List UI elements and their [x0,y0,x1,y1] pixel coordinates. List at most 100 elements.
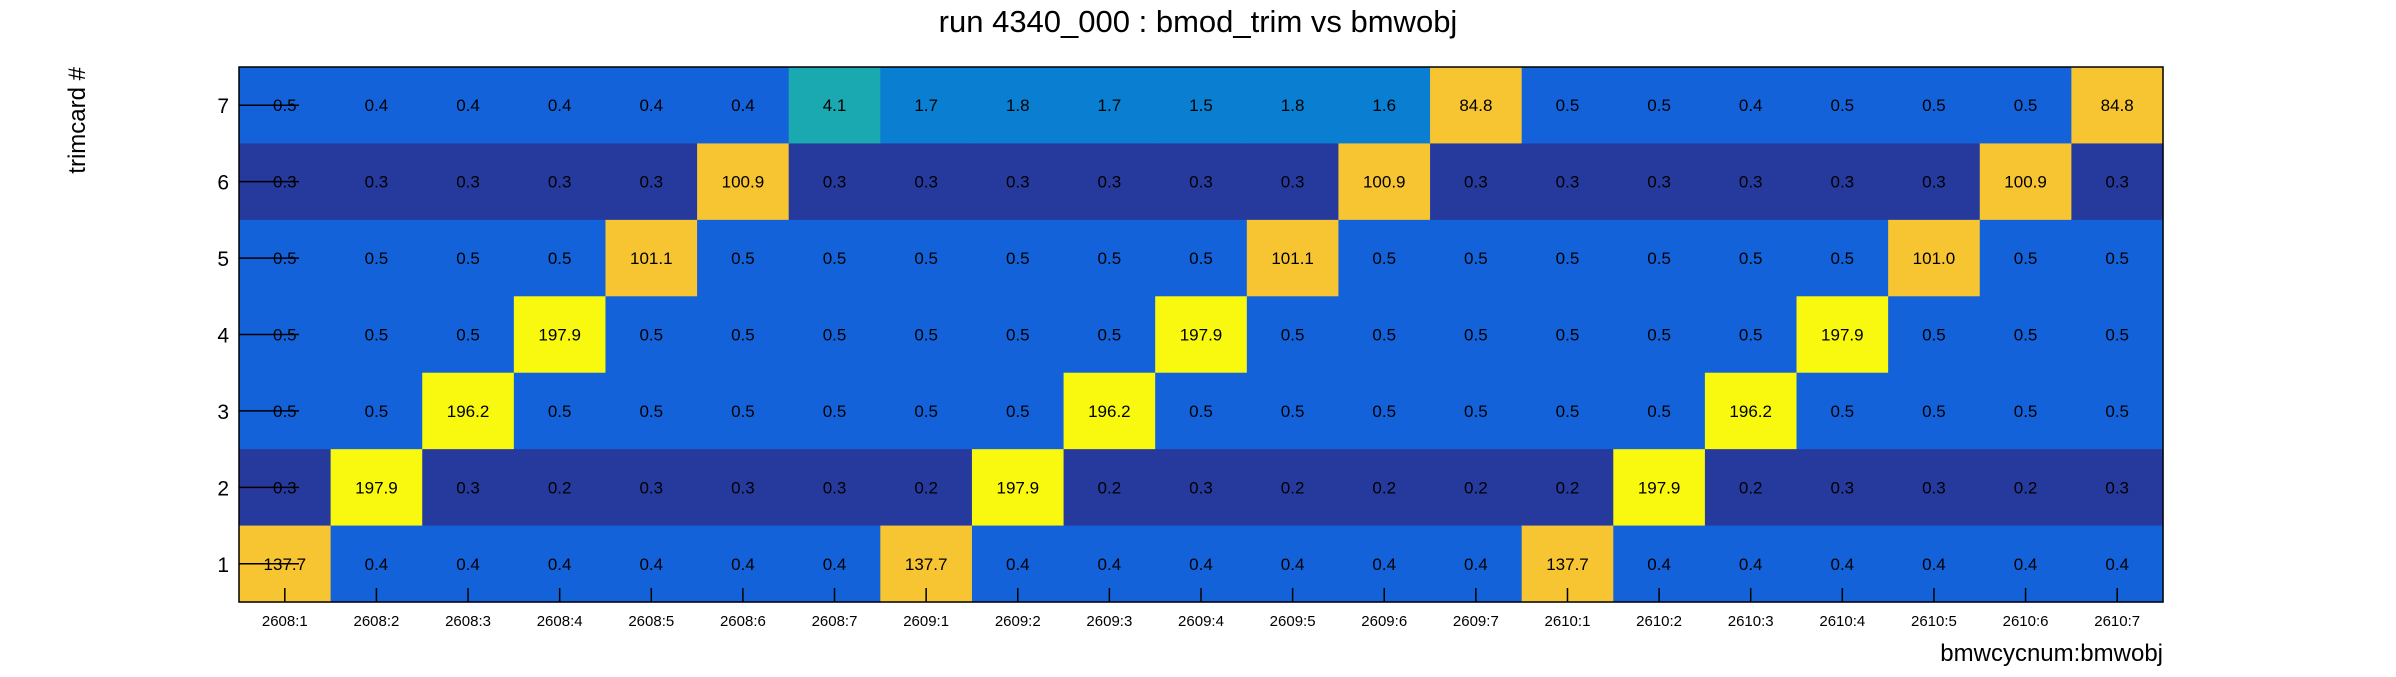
cell-label: 0.5 [1739,249,1763,268]
heatmap-cell [422,372,515,450]
cell-label: 0.5 [365,402,389,421]
cell-label: 196.2 [447,402,490,421]
cell-label: 0.3 [456,173,480,192]
y-tick-label: 3 [217,401,229,424]
cell-label: 1.7 [1098,96,1122,115]
heatmap-cell [1796,449,1889,527]
heatmap-cell [1246,449,1340,527]
heatmap-cell [513,296,607,374]
cell-label: 1.6 [1372,96,1396,115]
heatmap-cell [788,296,881,374]
cell-label: 196.2 [1729,402,1772,421]
cell-label: 1.5 [1189,96,1213,115]
cell-label: 0.2 [548,478,572,497]
heatmap-cell [1430,296,1523,374]
x-tick-label: 2610:2 [1636,613,1682,630]
y-axis: 7 6 5 4 3 2 1 [217,95,299,577]
cell-label: 0.2 [1372,478,1396,497]
heatmap-cell [1155,67,1248,145]
x-tick-label: 2610:5 [1911,613,1957,630]
cell-label: 197.9 [996,478,1039,497]
cell-label: 1.8 [1006,96,1030,115]
heatmap-cell [1063,372,1156,450]
heatmap-cell [1063,296,1156,374]
x-axis: 2608:1 2608:2 2608:3 2608:4 2608:5 2608:6 2608… [262,588,2140,630]
cell-label: 0.5 [1922,326,1946,345]
heatmap-cell [880,143,973,221]
cell-label: 0.5 [1372,402,1396,421]
heatmap-cell [1430,67,1523,145]
heatmap-cell [1613,219,1706,297]
heatmap-cell [697,219,790,297]
heatmap-cell [1613,67,1706,145]
heatmap-cell [1155,372,1248,450]
cell-label: 1.8 [1281,96,1305,115]
heatmap-cell [1063,67,1156,145]
x-tick-label: 2608:3 [445,613,491,630]
heatmap-cell [1430,372,1523,450]
cell-label: 0.5 [731,402,755,421]
heatmap-cell [330,449,423,527]
cell-label: 0.5 [2014,402,2038,421]
cell-label: 101.1 [630,249,673,268]
cell-label: 0.4 [1739,96,1763,115]
heatmap-cell [513,143,607,221]
heatmap-cell [1430,449,1523,527]
cell-label: 197.9 [538,326,581,345]
heatmap-cell [330,143,423,221]
cell-label: 0.3 [1647,173,1671,192]
cell-label: 137.7 [1546,555,1589,574]
heatmap-cell [971,143,1065,221]
heatmap-cell [788,67,881,145]
heatmap-cell [971,67,1065,145]
cell-label: 0.5 [731,326,755,345]
heatmap-cell [1979,296,2072,374]
cell-label: 1.7 [914,96,938,115]
cell-label: 0.5 [1647,249,1671,268]
cell-label: 0.3 [1922,478,1946,497]
x-tick-label: 2609:3 [1086,613,1132,630]
cell-label: 0.3 [914,173,938,192]
x-tick-label: 2610:4 [1819,613,1865,630]
cell-label: 0.5 [823,249,847,268]
cell-label: 0.3 [1831,173,1855,192]
x-tick-label: 2610:1 [1545,613,1591,630]
heatmap-cell [2071,67,2164,145]
heatmap-cell [697,449,790,527]
cell-label: 0.5 [456,249,480,268]
heatmap-cell [330,296,423,374]
heatmap-cell [697,67,790,145]
cell-label: 0.5 [1006,326,1030,345]
cell-label: 0.4 [1372,555,1396,574]
x-tick-label: 2608:6 [720,613,766,630]
x-tick-label: 2609:5 [1270,613,1316,630]
cell-label: 0.5 [823,402,847,421]
heatmap-cell [1246,372,1340,450]
heatmap-cell [971,449,1065,527]
cell-label: 0.3 [1922,173,1946,192]
heatmap-cell [1521,449,1614,527]
cell-label: 0.5 [1556,96,1580,115]
cell-label: 0.4 [639,555,663,574]
cell-label: 0.5 [914,402,938,421]
cell-label: 0.4 [1281,555,1305,574]
cell-label: 0.5 [914,249,938,268]
heatmap-cell [605,67,698,145]
cell-label: 0.2 [1281,478,1305,497]
cell-label: 0.5 [1831,96,1855,115]
heatmap-cell [605,143,698,221]
heatmap-cell [1338,143,1431,221]
x-tick-label: 2609:1 [903,613,949,630]
cell-label: 0.2 [2014,478,2038,497]
cell-label: 0.5 [1189,249,1213,268]
cell-label: 0.5 [456,326,480,345]
heatmap-cell [1246,296,1340,374]
heatmap-cell [1613,143,1706,221]
heatmap-cell [1888,296,1981,374]
cell-label: 0.5 [1556,402,1580,421]
heatmap-cell [1979,143,2072,221]
heatmap-cell [1704,219,1798,297]
cell-label: 0.3 [1556,173,1580,192]
cell-label: 0.5 [2105,249,2129,268]
